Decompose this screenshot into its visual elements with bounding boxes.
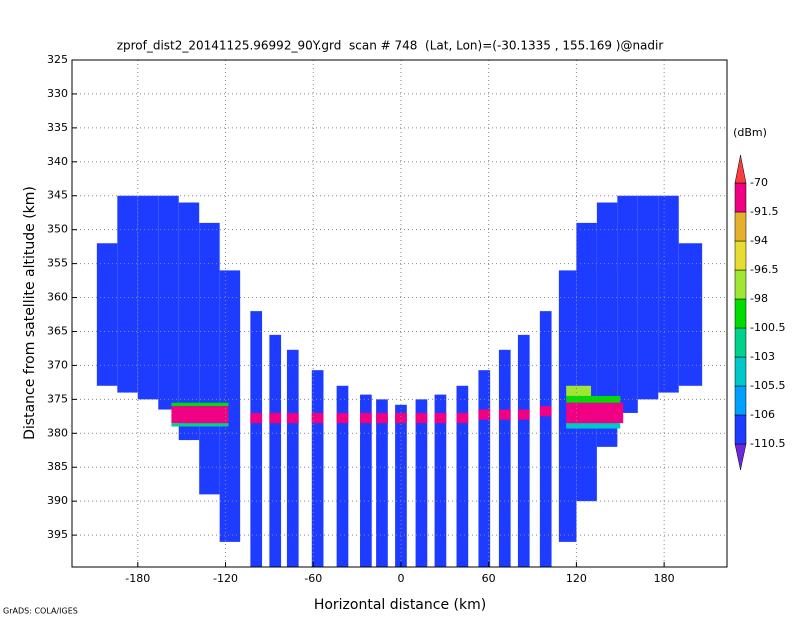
data-cell: [678, 243, 703, 386]
colorbar-swatch: [734, 356, 747, 387]
colorbar-swatch: [734, 211, 747, 242]
y-tick-label: 390: [47, 494, 68, 507]
data-cell: [96, 243, 118, 386]
data-cell: [415, 412, 428, 424]
colorbar-tick-label: -106: [750, 408, 775, 421]
colorbar-swatch: [734, 327, 747, 358]
data-cell: [434, 412, 447, 424]
colorbar-swatch: [734, 269, 747, 300]
data-cell: [456, 385, 469, 567]
data-cell: [311, 412, 324, 424]
data-cell: [311, 370, 324, 567]
colorbar-tick-label: -105.5: [750, 379, 785, 392]
y-tick-label: 340: [47, 155, 68, 168]
y-tick-label: 380: [47, 426, 68, 439]
data-cell: [539, 406, 552, 417]
data-cell: [658, 195, 679, 393]
x-tick-label: -120: [213, 572, 238, 585]
data-cell: [456, 412, 469, 424]
colorbar-tick-label: -70: [750, 176, 768, 189]
data-cell: [566, 423, 621, 429]
data-cell: [617, 195, 638, 413]
data-cell: [336, 412, 349, 424]
colorbar-swatch: [734, 414, 747, 445]
colorbar-tick-label: -110.5: [750, 437, 785, 450]
plot-area: [96, 195, 703, 567]
x-tick-label: 0: [397, 572, 404, 585]
data-cell: [517, 334, 530, 567]
data-cell: [158, 195, 179, 410]
y-tick-label: 350: [47, 223, 68, 236]
colorbar-tick-label: -100.5: [750, 321, 785, 334]
data-cell: [171, 406, 229, 424]
colorbar-swatch: [734, 298, 747, 329]
data-cell: [360, 412, 372, 424]
data-cell: [269, 412, 282, 424]
colorbar-swatch: [734, 240, 747, 271]
y-tick-label: 360: [47, 291, 68, 304]
data-cell: [498, 409, 511, 420]
data-cell: [360, 394, 372, 567]
x-tick-label: 120: [566, 572, 587, 585]
data-cell: [415, 399, 428, 567]
x-axis-label: Horizontal distance (km): [314, 597, 486, 613]
credit: GrADS: COLA/IGES: [3, 607, 78, 616]
y-tick-label: 365: [47, 324, 68, 337]
y-tick-label: 395: [47, 528, 68, 541]
data-cell: [171, 423, 229, 427]
colorbar-tick-label: -94: [750, 234, 768, 247]
data-cell: [286, 349, 299, 567]
colorbar-tick-label: -103: [750, 350, 775, 363]
x-tick-label: 180: [654, 572, 675, 585]
x-tick-label: 60: [482, 572, 496, 585]
colorbar-swatch: [734, 443, 747, 471]
y-tick-label: 335: [47, 121, 68, 134]
data-cell: [269, 334, 282, 567]
colorbar-swatch: [734, 182, 747, 213]
data-cell: [498, 349, 511, 567]
data-cell: [517, 409, 530, 420]
colorbar-label: (dBm): [733, 126, 767, 139]
data-cell: [395, 404, 407, 567]
data-cell: [219, 270, 241, 542]
data-cell: [376, 412, 388, 424]
data-cell: [250, 311, 263, 567]
colorbar-tick-label: -98: [750, 292, 768, 305]
data-cell: [376, 399, 388, 567]
data-cell: [539, 311, 552, 567]
colorbar-tick-label: -96.5: [750, 263, 778, 276]
plot-frame: [71, 59, 728, 568]
data-cell: [434, 394, 447, 567]
colorbar-swatch: [734, 154, 747, 184]
data-cell: [286, 412, 299, 424]
data-cell: [336, 385, 349, 567]
y-tick-label: 330: [47, 87, 68, 100]
data-cell: [478, 409, 491, 420]
data-cell: [566, 402, 624, 424]
data-cell: [395, 412, 407, 424]
data-cell: [171, 402, 229, 407]
x-tick-label: -180: [125, 572, 150, 585]
y-axis-label: Distance from satellite altitude (km): [22, 186, 38, 440]
y-tick-label: 385: [47, 460, 68, 473]
colorbar-swatch: [734, 385, 747, 416]
data-cell: [478, 370, 491, 567]
y-tick-label: 370: [47, 358, 68, 371]
data-cell: [576, 222, 597, 502]
x-tick-label: -60: [304, 572, 322, 585]
data-cell: [566, 385, 592, 396]
data-cell: [250, 412, 263, 424]
y-tick-label: 355: [47, 257, 68, 270]
data-cell: [117, 195, 138, 393]
chart-title: zprof_dist2_20141125.96992_90Y.grd scan …: [117, 39, 664, 53]
y-tick-label: 325: [47, 53, 68, 66]
y-tick-label: 375: [47, 392, 68, 405]
colorbar-tick-label: -91.5: [750, 205, 778, 218]
y-tick-label: 345: [47, 189, 68, 202]
data-cell: [178, 202, 200, 441]
data-cell: [566, 395, 621, 403]
